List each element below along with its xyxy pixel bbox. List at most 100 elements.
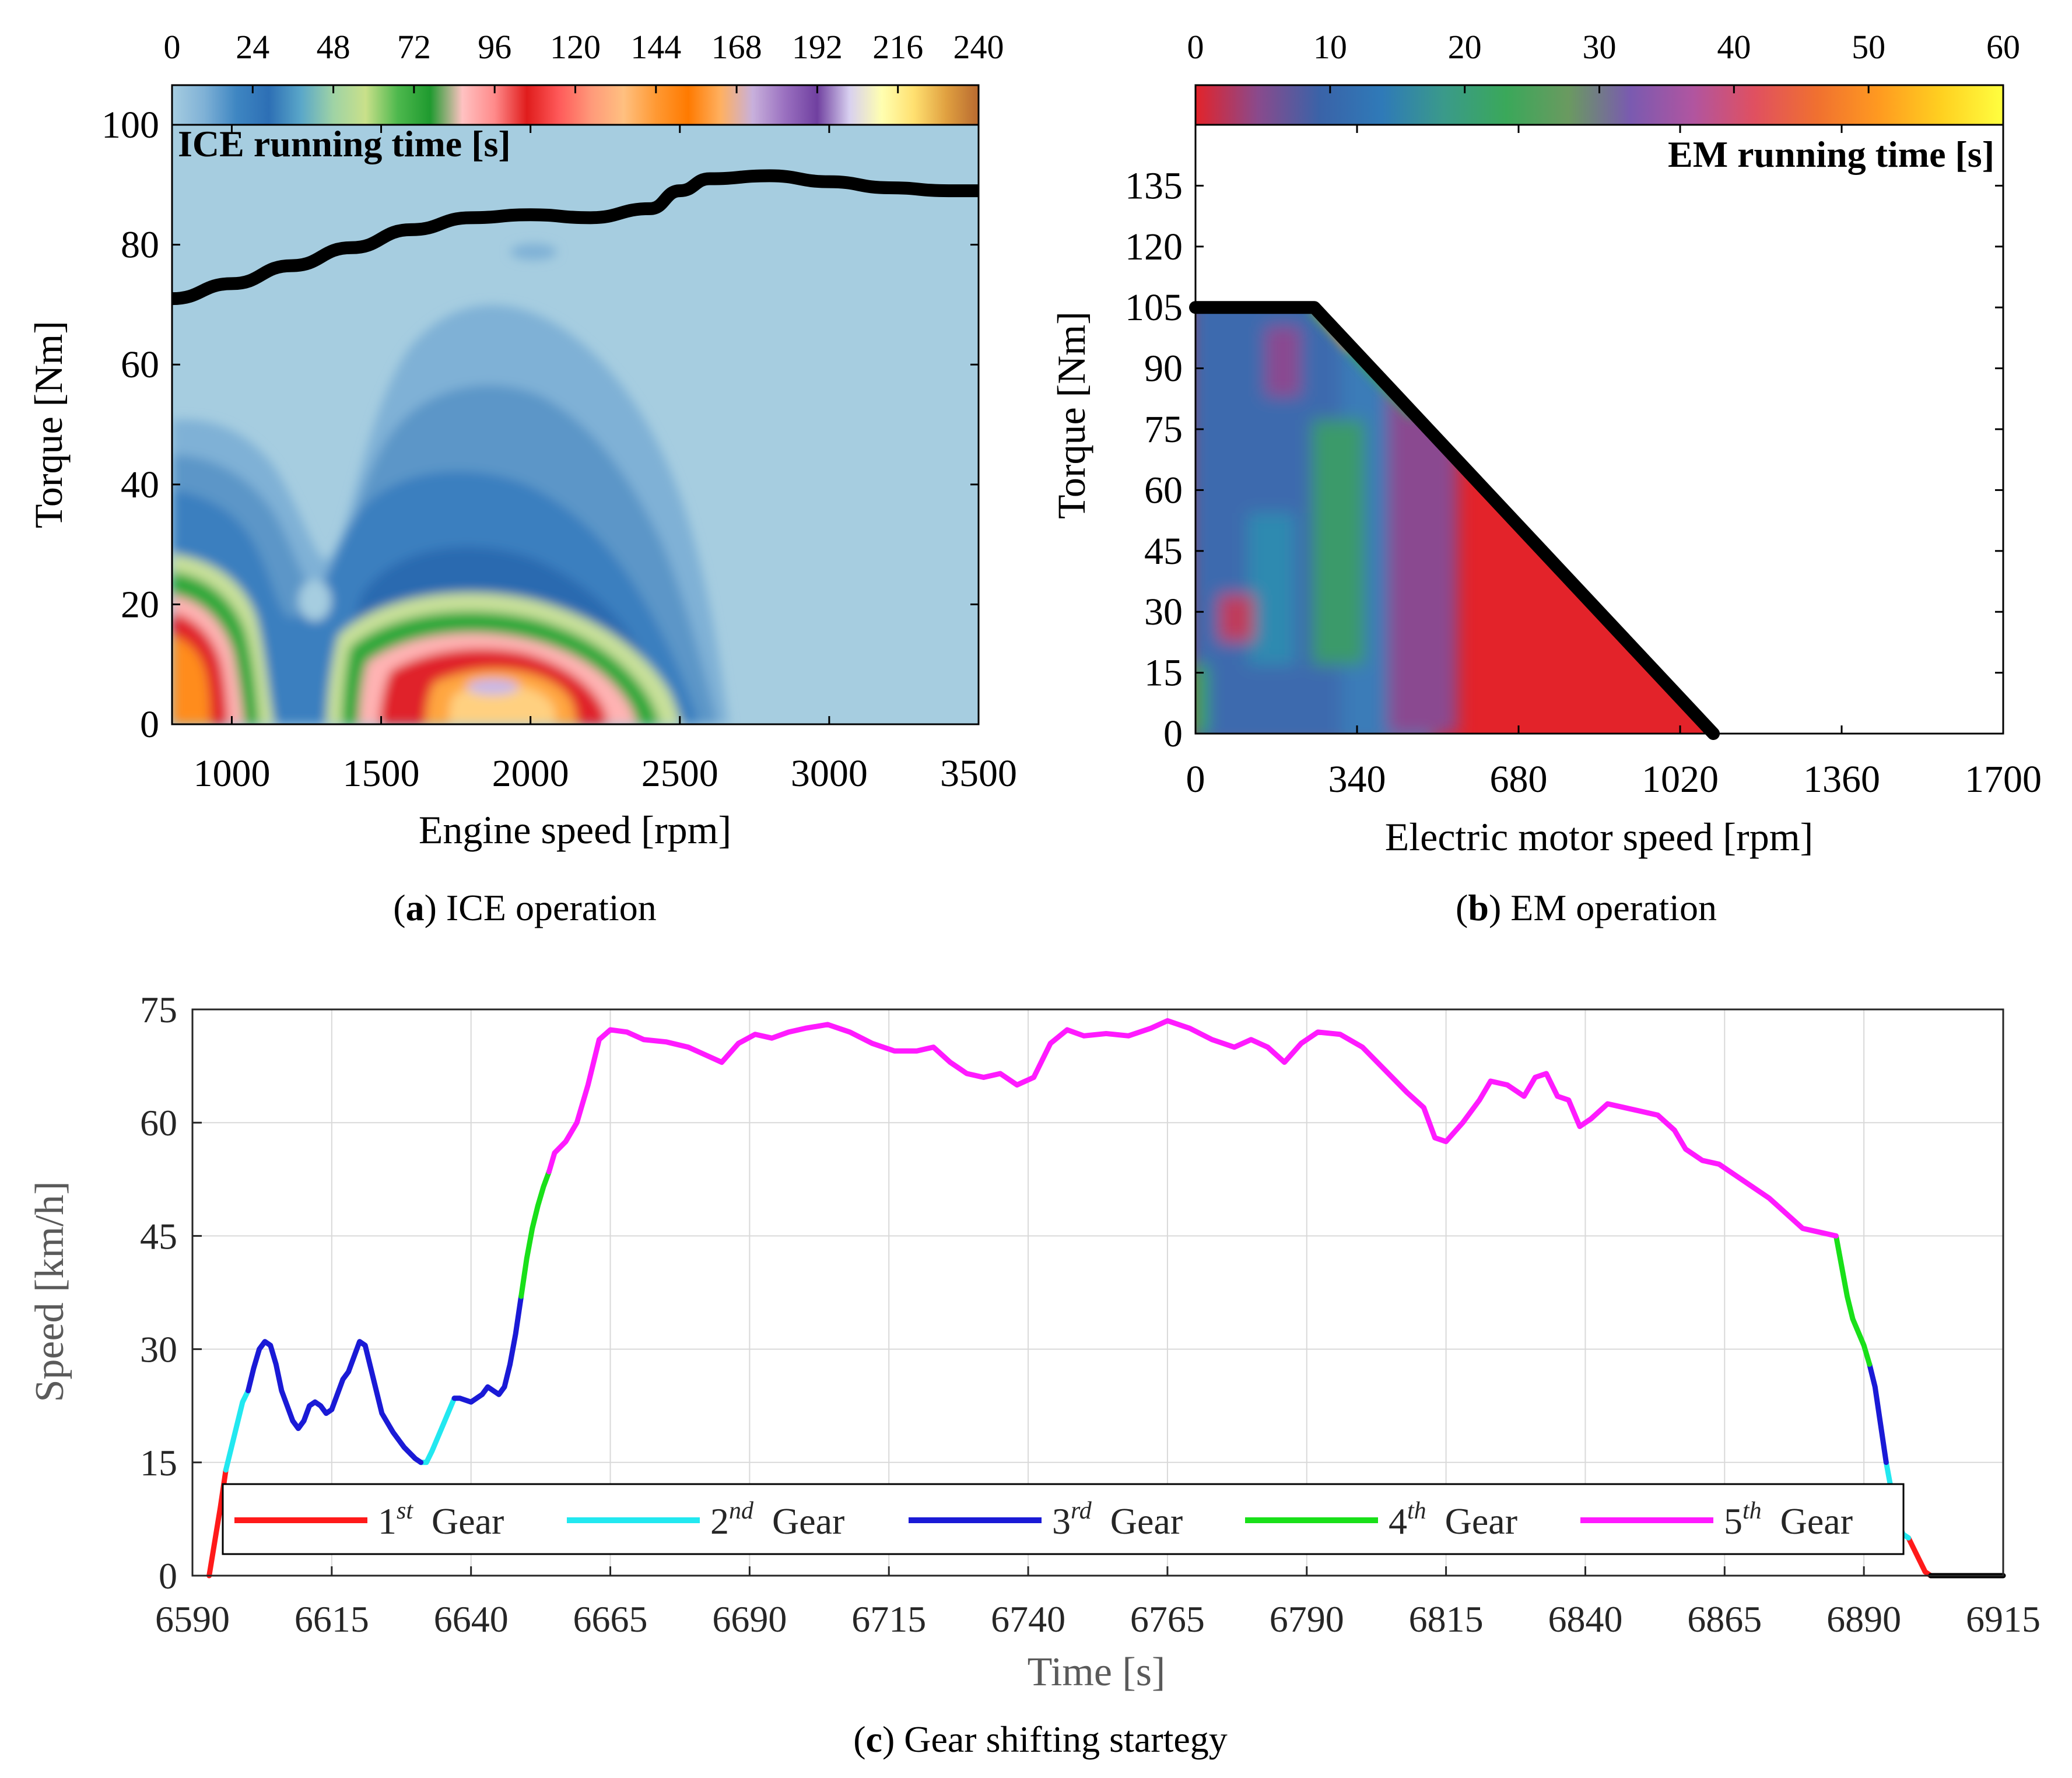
xtick-b-label: 680: [1490, 758, 1548, 801]
panel-a: 0 24 48 72 96 120 144 168 192 216 240: [26, 28, 1017, 928]
ytick-b-label: 0: [1163, 713, 1183, 755]
ytick-a-label: 60: [121, 343, 159, 386]
colorbar-a-tick-label: 144: [630, 28, 681, 66]
xtick-c-label: 6840: [1548, 1598, 1622, 1640]
ytick-b-label: 90: [1144, 348, 1183, 390]
ytick-c-label: 0: [159, 1555, 177, 1597]
series-line-2nd-gear: [418, 1395, 457, 1465]
ytick-b-label: 45: [1144, 530, 1183, 573]
xtick-b-label: 340: [1328, 758, 1386, 801]
colorbar-a-tick-label: 240: [953, 28, 1004, 66]
xtick-c-label: 6665: [573, 1598, 648, 1640]
ice-contour-gap: [299, 580, 331, 621]
em-zone-green-2: [1195, 665, 1207, 734]
legend-c-label: 1st Gear: [378, 1498, 504, 1542]
colorbar-a-tick-label: 168: [711, 28, 762, 66]
colorbar-a-tick-label: 96: [478, 28, 511, 66]
ice-contour-orange: [172, 636, 210, 724]
ytick-c-label: 75: [140, 989, 177, 1030]
xtick-c-label: 6865: [1687, 1598, 1762, 1640]
xtick-c-label: 6615: [295, 1598, 369, 1640]
subtitle-b: (b) EM operation: [1456, 887, 1717, 928]
xtick-a-label: 2500: [641, 752, 718, 795]
em-zone-teal: [1248, 513, 1295, 665]
ytick-b-label: 60: [1144, 469, 1183, 511]
title-b: EM running time [s]: [1668, 134, 1994, 175]
title-a: ICE running time [s]: [178, 123, 511, 164]
ytick-a-label: 40: [121, 464, 159, 506]
colorbar-b-tick-label: 10: [1313, 28, 1347, 66]
subtitle-c: (c) Gear shifting startegy: [853, 1719, 1228, 1760]
xtick-a-label: 3500: [940, 752, 1017, 795]
xlabel-b: Electric motor speed [rpm]: [1385, 815, 1814, 859]
ytick-c-label: 30: [140, 1329, 177, 1370]
colorbar-a-tick-label: 216: [872, 28, 923, 66]
series-line-1st-gear: [1906, 1535, 1934, 1579]
xtick-b-label: 0: [1186, 758, 1205, 801]
series-line-4th-gear: [1833, 1233, 1873, 1367]
ice-contours: [172, 244, 729, 724]
colorbar-a-ticks: 0 24 48 72 96 120 144 168 192 216 240: [164, 28, 1004, 93]
colorbar-b-ticks: 0 10 20 30 40 50 60: [1187, 28, 2020, 93]
ylabel-a: Torque [Nm]: [26, 321, 71, 528]
ice-contour-yellow: [449, 685, 555, 724]
colorbar-b-tick-label: 50: [1852, 28, 1885, 66]
series-line-3rd-gear: [451, 1293, 524, 1405]
ytick-c-label: 45: [140, 1215, 177, 1257]
colorbar-a-tick-label: 120: [550, 28, 601, 66]
legend-c-label: 2nd Gear: [710, 1498, 844, 1542]
ytick-a-label: 20: [121, 583, 159, 626]
xtick-c-label: 6915: [1966, 1598, 2041, 1640]
legend-c: 1st Gear 2nd Gear 3rd Gear 4th Gear 5th Gear: [222, 1483, 1905, 1555]
ytick-b-label: 105: [1125, 286, 1183, 329]
xtick-c-label: 6590: [155, 1598, 230, 1640]
ytick-b-label: 135: [1125, 164, 1183, 207]
ytick-a-label: 80: [121, 224, 159, 266]
em-zone-green: [1312, 420, 1365, 665]
series-line-3rd-gear: [246, 1339, 424, 1465]
colorbar-b-tick-label: 30: [1583, 28, 1617, 66]
em-torque-envelope: [1189, 301, 1720, 740]
xtick-c-label: 6890: [1826, 1598, 1901, 1640]
xtick-c-label: 6790: [1270, 1598, 1344, 1640]
legend-c-label: 3rd Gear: [1052, 1498, 1183, 1542]
panel-b: 0 10 20 30 40 50 60: [1049, 28, 2042, 928]
xtick-c-label: 6815: [1409, 1598, 1484, 1640]
ytick-a-label: 0: [140, 703, 159, 746]
xlabel-a: Engine speed [rpm]: [419, 808, 731, 852]
ytick-b-label: 75: [1144, 408, 1183, 451]
legend-c-label: 5th Gear: [1724, 1498, 1853, 1542]
em-zone-purple-2: [1265, 327, 1300, 397]
xtick-c-label: 6640: [434, 1598, 509, 1640]
ytick-b-label: 15: [1144, 652, 1183, 695]
xtick-a-label: 1500: [343, 752, 420, 795]
colorbar-b-tick-label: 0: [1187, 28, 1204, 66]
colorbar-a-tick-label: 24: [236, 28, 269, 66]
ice-max-torque-curve: [172, 169, 979, 306]
ytick-a-label: 100: [101, 104, 159, 146]
plot-c-frame: [191, 1008, 2004, 1577]
xtick-c-label: 6715: [851, 1598, 926, 1640]
colorbar-a-tick-label: 48: [317, 28, 350, 66]
xtick-c-label: 6765: [1130, 1598, 1205, 1640]
colorbar-a-tick-label: 72: [397, 28, 431, 66]
colorbar-b-tick-label: 60: [1986, 28, 2020, 66]
ytick-c-label: 60: [140, 1102, 177, 1144]
series-line-2nd-gear: [223, 1388, 251, 1473]
xlabel-c: Time [s]: [1028, 1650, 1166, 1695]
plot-a-frame: [171, 124, 980, 725]
panel-c: 6590 6615 6640 6665 6690 6715 6740 6765 6790 6815…: [27, 989, 2041, 1760]
axes-b: 0 340 680 1020 1360 1700 0 15 30 45 60 75 90 105 120 13…: [1125, 125, 2042, 801]
axes-c: 6590 6615 6640 6665 6690 6715 6740 6765 6790 6815…: [140, 989, 2041, 1640]
ylabel-c: Speed [km/h]: [27, 1181, 72, 1402]
plot-c-background: [192, 1009, 2003, 1576]
xtick-c-label: 6740: [991, 1598, 1065, 1640]
ice-heatmap: [172, 125, 979, 724]
xtick-b-label: 1020: [1642, 758, 1719, 801]
ice-contour-patch: [510, 244, 557, 260]
series-line-5th-gear: [546, 1018, 1839, 1239]
axes-a: 1000 1500 2000 2500 3000 3500 0 20 40 60 80 100: [101, 104, 1017, 795]
colorbar-a-tick-label: 0: [164, 28, 181, 66]
xtick-b-label: 1360: [1803, 758, 1880, 801]
